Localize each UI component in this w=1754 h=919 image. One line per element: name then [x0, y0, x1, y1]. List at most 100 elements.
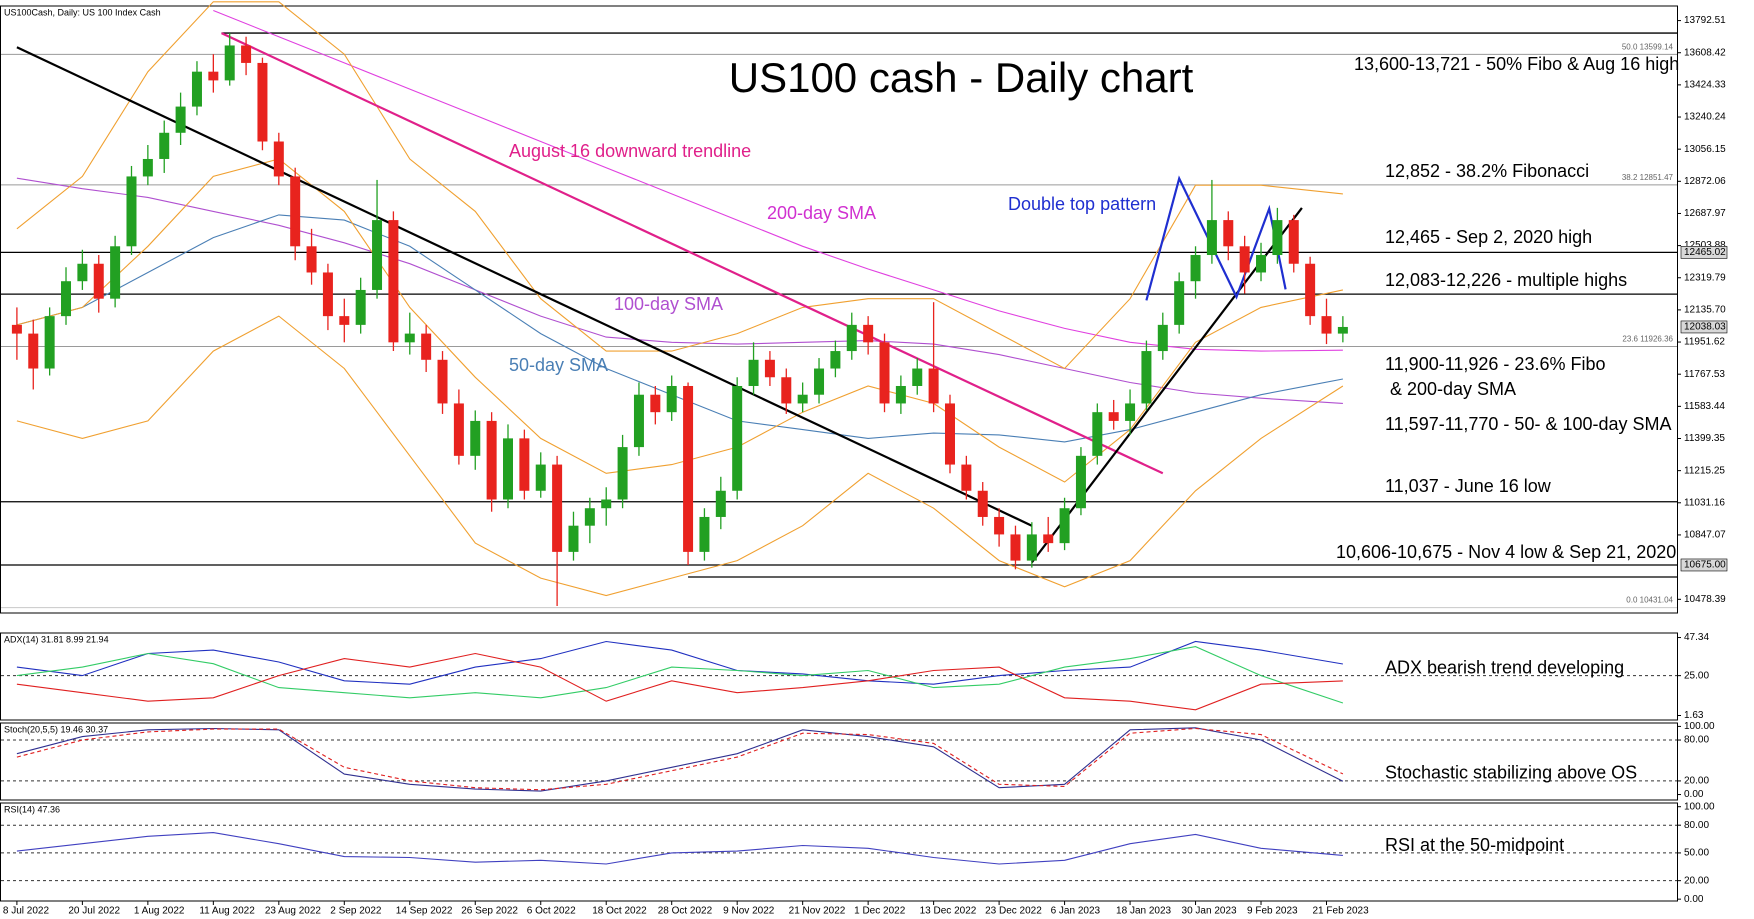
y-tick-label: 11767.53 [1684, 369, 1725, 380]
price-marker-label: 12038.03 [1684, 322, 1726, 333]
level-note: 10,606-10,675 - Nov 4 low & Sep 21, 2020 [1336, 542, 1676, 562]
candle-body [355, 289, 366, 325]
candle-body [846, 324, 857, 352]
y-tick-label: 12135.70 [1684, 305, 1726, 316]
candle-body [290, 176, 301, 247]
candle-body [617, 447, 628, 500]
candle-body [44, 316, 55, 369]
candle-body [1305, 263, 1316, 317]
candle-body [388, 220, 399, 343]
x-tick-label: 18 Jan 2023 [1116, 906, 1171, 917]
candle-body [257, 62, 268, 142]
y-tick-label: 1.63 [1684, 710, 1704, 721]
candle-body [797, 394, 808, 404]
candle-body [208, 71, 219, 81]
fibo-label: 50.0 13599.14 [1622, 42, 1674, 51]
y-tick-label: 50.00 [1684, 848, 1709, 859]
y-tick-label: 11583.44 [1684, 401, 1725, 412]
candle-body [1157, 324, 1168, 352]
candle-body [322, 272, 333, 317]
indicator-line [16, 832, 1343, 865]
x-tick-label: 30 Jan 2023 [1182, 906, 1237, 917]
candle-body [1174, 281, 1185, 325]
candle-body [944, 403, 955, 465]
level-note: 12,465 - Sep 2, 2020 high [1385, 227, 1592, 247]
price-marker-box [1680, 246, 1728, 259]
candle-body [28, 333, 39, 369]
indicator-line [16, 727, 1344, 791]
y-tick-label: 47.34 [1684, 632, 1709, 643]
price-marker-box [1680, 320, 1728, 334]
chart-annotation: 200-day SMA [767, 203, 876, 223]
candle-body [1043, 534, 1054, 544]
candle-body [306, 246, 317, 273]
candle-body [977, 490, 988, 517]
x-tick-label: 9 Feb 2023 [1247, 906, 1298, 917]
candle-body [1092, 412, 1103, 456]
candle-body [912, 368, 923, 386]
candle-body [1321, 316, 1332, 334]
candle-body [126, 176, 137, 247]
y-tick-label: 100.00 [1684, 801, 1715, 812]
y-tick-label: 12687.97 [1684, 208, 1726, 219]
candle-body [928, 368, 939, 404]
y-tick-label: 20.00 [1684, 776, 1709, 787]
candle-body [879, 342, 890, 404]
indicator-line [16, 646, 1344, 704]
panel-header: Stoch(20,5,5) 19.46 30.37 [4, 724, 108, 734]
x-tick-label: 21 Nov 2022 [789, 906, 846, 917]
candle-body [666, 385, 677, 413]
candle-body [748, 359, 759, 386]
x-tick-label: 11 Aug 2022 [199, 906, 255, 917]
candle-body [519, 438, 530, 491]
y-tick-label: 11031.16 [1684, 497, 1725, 508]
indicator-line [16, 652, 1343, 711]
price-marker-label: 12465.02 [1684, 247, 1726, 258]
trendline [16, 46, 1033, 527]
candle-body [339, 316, 350, 325]
candle-body [1206, 220, 1217, 256]
candle-body [552, 464, 563, 552]
y-tick-label: 13056.15 [1684, 144, 1726, 155]
candle-body [241, 45, 252, 63]
x-tick-label: 26 Sep 2022 [461, 906, 518, 917]
candle-body [715, 490, 726, 517]
candle-body [1075, 455, 1086, 509]
x-tick-label: 18 Oct 2022 [592, 906, 647, 917]
x-tick-label: 28 Oct 2022 [658, 906, 713, 917]
candle-body [895, 385, 906, 404]
level-note: 11,900-11,926 - 23.6% Fibo [1385, 354, 1605, 374]
x-tick-label: 6 Oct 2022 [527, 906, 576, 917]
chart-annotation: 50-day SMA [509, 355, 608, 375]
y-tick-label: 0.00 [1684, 894, 1704, 905]
candle-body [273, 141, 284, 177]
candle-body [683, 385, 694, 552]
candle-body [159, 132, 170, 159]
level-note: 12,852 - 38.2% Fibonacci [1385, 161, 1589, 181]
chart-title: US100 cash - Daily chart [729, 54, 1194, 101]
fibo-label: 38.2 12851.47 [1622, 173, 1674, 182]
indicator-line [16, 640, 1343, 685]
y-tick-label: 80.00 [1684, 820, 1709, 831]
y-tick-label: 11215.25 [1684, 465, 1725, 476]
candle-body [601, 499, 612, 509]
x-tick-label: 20 Jul 2022 [68, 906, 120, 917]
candle-body [633, 394, 644, 448]
candle-body [1288, 220, 1299, 264]
candle-body [77, 263, 88, 282]
level-note: 11,037 - June 16 low [1385, 476, 1552, 496]
panel-note: ADX bearish trend developing [1385, 657, 1624, 677]
panel-note: RSI at the 50-midpoint [1385, 835, 1564, 855]
fibo-label: 0.0 10431.04 [1626, 596, 1673, 605]
y-tick-label: 100.00 [1684, 721, 1715, 732]
chart-annotation: August 16 downward trendline [509, 141, 751, 161]
candle-body [1223, 220, 1234, 247]
y-tick-label: 11951.62 [1684, 337, 1725, 348]
level-note: 13,600-13,721 - 50% Fibo & Aug 16 high [1354, 54, 1679, 74]
y-tick-label: 12503.88 [1684, 240, 1726, 251]
x-tick-label: 1 Aug 2022 [134, 906, 185, 917]
y-tick-label: 12872.06 [1684, 176, 1726, 187]
overlay-line [16, 177, 1343, 404]
